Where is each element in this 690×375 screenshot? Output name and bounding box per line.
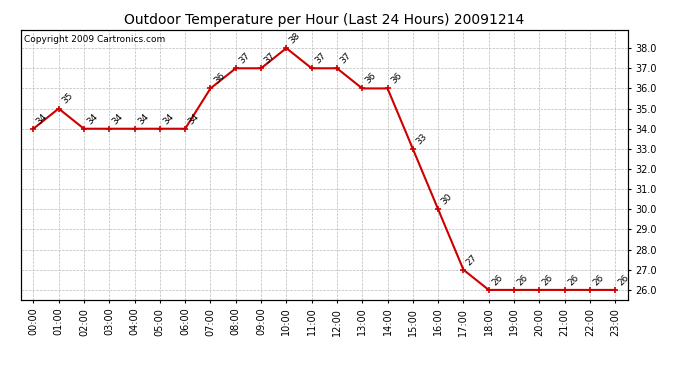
Text: 26: 26 (617, 273, 631, 287)
Text: 36: 36 (364, 71, 378, 86)
Text: Copyright 2009 Cartronics.com: Copyright 2009 Cartronics.com (23, 35, 165, 44)
Text: 38: 38 (288, 31, 302, 45)
Text: 37: 37 (262, 51, 277, 66)
Text: 34: 34 (186, 111, 201, 126)
Text: 30: 30 (440, 192, 454, 207)
Title: Outdoor Temperature per Hour (Last 24 Hours) 20091214: Outdoor Temperature per Hour (Last 24 Ho… (124, 13, 524, 27)
Text: 36: 36 (212, 71, 226, 86)
Text: 37: 37 (338, 51, 353, 66)
Text: 34: 34 (34, 111, 49, 126)
Text: 34: 34 (110, 111, 125, 126)
Text: 35: 35 (60, 91, 75, 106)
Text: 27: 27 (465, 253, 480, 267)
Text: 26: 26 (541, 273, 555, 287)
Text: 37: 37 (313, 51, 328, 66)
Text: 26: 26 (591, 273, 606, 287)
Text: 36: 36 (389, 71, 404, 86)
Text: 26: 26 (490, 273, 504, 287)
Text: 26: 26 (566, 273, 580, 287)
Text: 26: 26 (515, 273, 530, 287)
Text: 34: 34 (86, 111, 100, 126)
Text: 34: 34 (161, 111, 176, 126)
Text: 34: 34 (136, 111, 150, 126)
Text: 37: 37 (237, 51, 252, 66)
Text: 33: 33 (414, 132, 428, 146)
